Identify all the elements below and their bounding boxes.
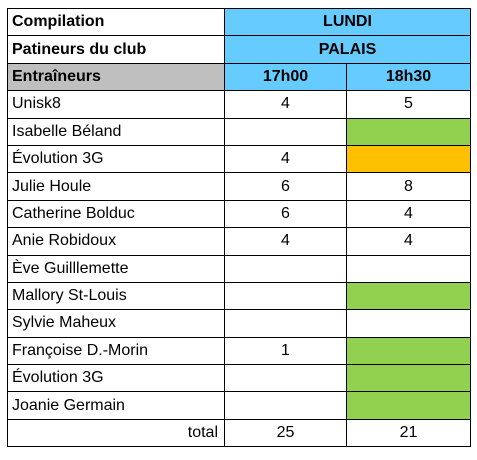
count-cell-17h00[interactable]: 1 — [224, 336, 347, 366]
table-row: Françoise D.-Morin 1 — [7, 336, 471, 366]
table-row: Ève Guilllemette — [7, 254, 471, 283]
trainer-name[interactable]: Ève Guilllemette — [7, 254, 225, 283]
count-cell-17h00[interactable]: 4 — [224, 227, 347, 256]
count-cell-17h00[interactable] — [224, 309, 347, 338]
trainer-name[interactable]: Sylvie Maheux — [7, 309, 225, 338]
count-cell-17h00[interactable]: 4 — [224, 144, 347, 174]
count-cell-17h00[interactable]: 4 — [224, 90, 347, 119]
table-row: Anie Robidoux 4 4 — [7, 227, 471, 256]
header-row-trainers: Entraîneurs 17h00 18h30 — [7, 62, 471, 92]
count-cell-17h00[interactable] — [224, 391, 347, 420]
count-cell-18h30[interactable] — [346, 391, 471, 420]
count-cell-18h30[interactable] — [346, 117, 471, 146]
count-cell-17h00[interactable] — [224, 364, 347, 393]
count-cell-18h30[interactable] — [346, 336, 471, 366]
trainer-name[interactable]: Joanie Germain — [7, 391, 225, 420]
trainer-name[interactable]: Anie Robidoux — [7, 227, 225, 256]
trainer-name[interactable]: Évolution 3G — [7, 144, 225, 174]
table-row: Mallory St-Louis — [7, 281, 471, 311]
day-header[interactable]: LUNDI — [224, 7, 471, 37]
count-cell-18h30[interactable]: 4 — [346, 227, 471, 256]
table-row: Sylvie Maheux — [7, 309, 471, 338]
count-cell-18h30[interactable]: 5 — [346, 90, 471, 119]
table-row: Évolution 3G — [7, 364, 471, 393]
count-cell-18h30[interactable]: 8 — [346, 172, 471, 201]
total-row: total 25 21 — [7, 418, 471, 448]
club-label[interactable]: Patineurs du club — [7, 35, 225, 64]
count-cell-17h00[interactable] — [224, 254, 347, 283]
time-header-2[interactable]: 18h30 — [346, 62, 471, 92]
trainer-name[interactable]: Julie Houle — [7, 172, 225, 201]
table-row: Julie Houle 6 8 — [7, 172, 471, 201]
count-cell-17h00[interactable]: 6 — [224, 199, 347, 229]
table-row: Joanie Germain — [7, 391, 471, 420]
time-header-1[interactable]: 17h00 — [224, 62, 347, 92]
total-cell-17h00[interactable]: 25 — [224, 418, 347, 448]
trainer-name[interactable]: Catherine Bolduc — [7, 199, 225, 229]
trainer-name[interactable]: Françoise D.-Morin — [7, 336, 225, 366]
count-cell-18h30[interactable] — [346, 309, 471, 338]
table-row: Isabelle Béland — [7, 117, 471, 146]
trainer-name[interactable]: Unisk8 — [7, 90, 225, 119]
trainers-label[interactable]: Entraîneurs — [7, 62, 225, 92]
total-label[interactable]: total — [7, 418, 225, 448]
table-row: Unisk8 4 5 — [7, 90, 471, 119]
count-cell-17h00[interactable] — [224, 281, 347, 311]
table-row: Catherine Bolduc 6 4 — [7, 199, 471, 229]
count-cell-18h30[interactable]: 4 — [346, 199, 471, 229]
trainer-name[interactable]: Isabelle Béland — [7, 117, 225, 146]
trainer-name[interactable]: Évolution 3G — [7, 364, 225, 393]
trainer-name[interactable]: Mallory St-Louis — [7, 281, 225, 311]
header-row-compilation: Compilation LUNDI — [7, 7, 471, 37]
count-cell-17h00[interactable]: 6 — [224, 172, 347, 201]
count-cell-18h30[interactable] — [346, 144, 471, 174]
compilation-label[interactable]: Compilation — [7, 7, 225, 37]
count-cell-18h30[interactable] — [346, 254, 471, 283]
table-row: Évolution 3G 4 — [7, 144, 471, 174]
count-cell-18h30[interactable] — [346, 364, 471, 393]
schedule-table: Compilation LUNDI Patineurs du club PALA… — [7, 7, 471, 448]
count-cell-18h30[interactable] — [346, 281, 471, 311]
header-row-club: Patineurs du club PALAIS — [7, 35, 471, 64]
count-cell-17h00[interactable] — [224, 117, 347, 146]
location-header[interactable]: PALAIS — [224, 35, 471, 64]
total-cell-18h30[interactable]: 21 — [346, 418, 471, 448]
